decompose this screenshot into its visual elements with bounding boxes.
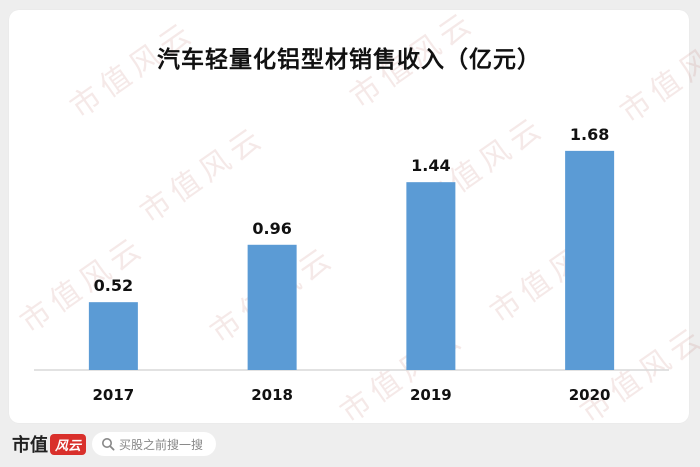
logo-text: 市值: [12, 435, 48, 456]
footer-bar: 市值 风云 买股之前搜一搜: [0, 424, 700, 467]
chart-card: 市值风云 市值风云 市值风云 市值风云 市值风云 市值风云 市值风云 市值风云 …: [9, 4, 700, 430]
chart-title: 汽车轻量化铝型材销售收入（亿元）: [157, 47, 541, 73]
search-placeholder: 买股之前搜一搜: [119, 437, 204, 452]
bar-2019: [406, 182, 456, 370]
search-icon: [102, 438, 115, 451]
bar-2020: [565, 150, 615, 370]
x-tick-label-2018: 2018: [251, 386, 293, 404]
x-tick-label-2020: 2020: [569, 386, 611, 404]
bar-chart: 0.52 2017 0.96 2018 1.44 2019 1.68 2020: [34, 125, 669, 404]
logo-mark: 风云: [50, 433, 87, 455]
bar-2018: [247, 244, 297, 370]
data-label-2018: 0.96: [252, 219, 291, 238]
bar-2017: [88, 302, 138, 370]
data-label-2019: 1.44: [411, 156, 450, 175]
brand-logo[interactable]: 市值 风云: [12, 432, 87, 456]
search-box[interactable]: 买股之前搜一搜: [92, 432, 216, 456]
x-tick-label-2019: 2019: [410, 386, 452, 404]
data-label-2017: 0.52: [94, 276, 133, 295]
data-label-2020: 1.68: [570, 125, 609, 144]
x-tick-label-2017: 2017: [93, 386, 135, 404]
